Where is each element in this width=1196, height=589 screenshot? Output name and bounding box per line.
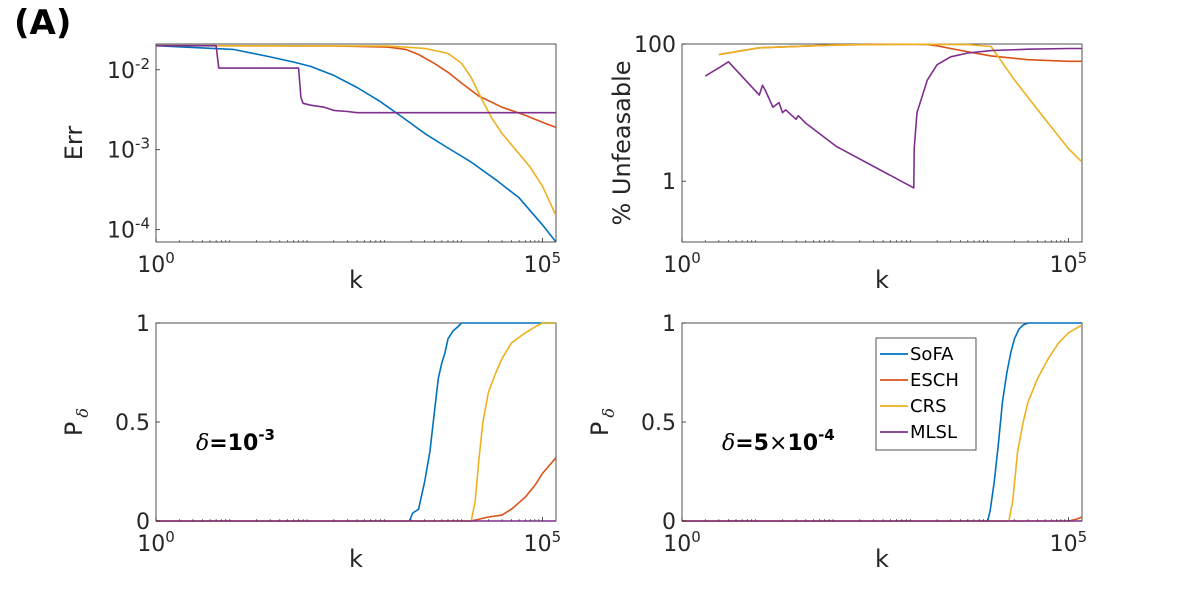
y-tick-label: 1: [662, 312, 676, 337]
series-line-crs: [718, 43, 1082, 163]
series-line-sofa: [682, 322, 1082, 522]
y-tick-label: 0.5: [641, 411, 676, 436]
y-axis-label: Pδ: [60, 408, 92, 436]
y-tick-label: 0: [136, 510, 150, 535]
x-axis-label: k: [349, 545, 363, 573]
y-axis-label: % Unfeasable: [608, 60, 636, 225]
legend-label-mlsl: MLSL: [910, 422, 957, 443]
x-axis-label: k: [875, 545, 889, 573]
delta-annotation: δ=5×10-4: [722, 426, 835, 456]
x-tick-label: 100: [137, 528, 175, 557]
y-tick-label: 10-3: [107, 135, 150, 164]
y-tick-label: 100: [634, 33, 676, 58]
y-tick-label: 10-2: [107, 55, 150, 84]
axes-box: [155, 43, 557, 243]
panel-label: (A): [14, 3, 71, 43]
series-group: [704, 43, 1082, 189]
chart-p-delta-1e-3: 100 105 0 0.5 1 k Pδ δ=10-3: [60, 312, 561, 573]
legend-label-crs: CRS: [910, 396, 947, 417]
series-group: [682, 322, 1082, 522]
legend-label-sofa: SoFA: [910, 344, 954, 365]
series-line-crs: [156, 322, 556, 522]
chart-p-delta-5e-4: 100 105 0 0.5 1 k Pδ δ=5×10-4 SoFA ESCH CRS MLSL: [586, 312, 1087, 573]
x-tick-label: 105: [524, 249, 562, 278]
series-line-esch: [156, 457, 556, 522]
axes-box: [681, 43, 1083, 243]
x-tick-label: 100: [663, 249, 701, 278]
y-tick-label: 10-4: [107, 215, 150, 244]
x-axis-label: k: [875, 266, 889, 294]
series-line-mlsl: [156, 44, 556, 114]
y-tick-label: 0: [662, 510, 676, 535]
series-line-mlsl: [704, 47, 1082, 189]
legend: SoFA ESCH CRS MLSL: [875, 337, 977, 451]
series-group: [156, 322, 556, 522]
y-axis-label: Err: [60, 126, 88, 161]
series-group: [156, 44, 556, 243]
series-line-crs: [156, 44, 556, 216]
series-line-esch: [156, 44, 556, 129]
axes-box: [155, 322, 557, 522]
legend-label-esch: ESCH: [910, 370, 959, 391]
x-tick-label: 100: [663, 528, 701, 557]
chart-unfeasable: 100 105 1 100 k % Unfeasable: [608, 33, 1087, 294]
x-tick-label: 100: [137, 249, 175, 278]
series-line-sofa: [156, 322, 556, 522]
delta-annotation: δ=10-3: [196, 426, 275, 456]
x-tick-label: 105: [1050, 249, 1088, 278]
y-tick-label: 1: [136, 312, 150, 337]
y-axis-label: Pδ: [586, 408, 618, 436]
x-tick-label: 105: [524, 528, 562, 557]
y-tick-label: 1: [662, 170, 676, 195]
y-tick-label: 0.5: [115, 411, 150, 436]
series-line-crs: [682, 324, 1082, 522]
chart-err: 100 105 10-4 10-3 10-2 k Err: [60, 43, 562, 294]
x-tick-label: 105: [1050, 528, 1088, 557]
series-line-sofa: [156, 44, 556, 243]
x-axis-label: k: [349, 266, 363, 294]
